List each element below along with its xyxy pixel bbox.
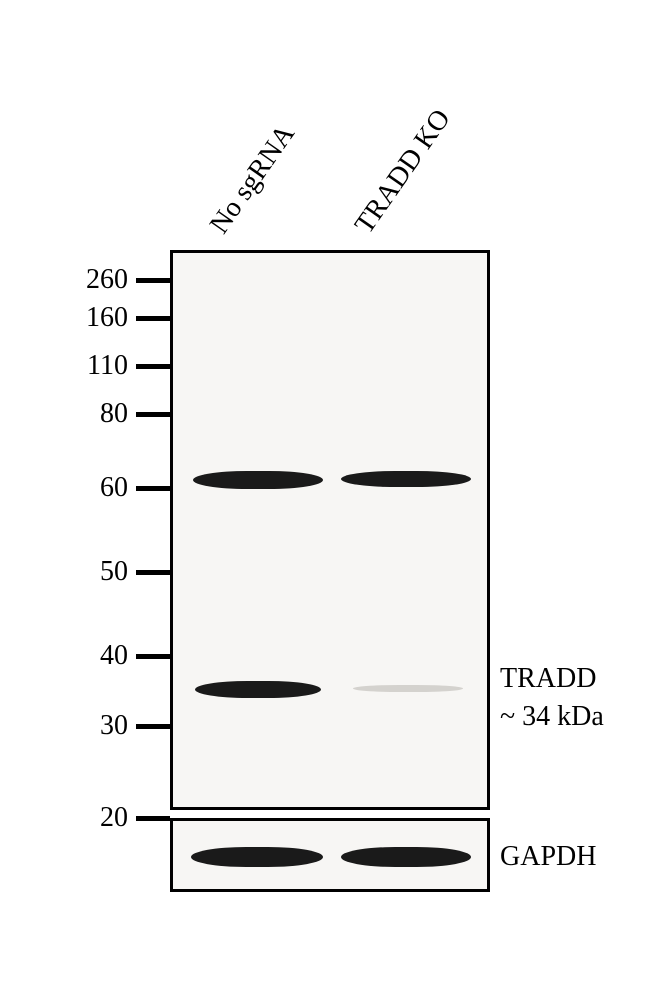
main-blot-panel bbox=[170, 250, 490, 810]
mw-marker-260: 260 bbox=[40, 264, 170, 296]
band-lane2-60kda bbox=[341, 471, 471, 487]
mw-tick-icon bbox=[136, 654, 170, 659]
band-lane1-gapdh bbox=[191, 847, 323, 867]
mw-marker-50: 50 bbox=[40, 556, 170, 588]
mw-tick-icon bbox=[136, 412, 170, 417]
tradd-annotation: TRADD ~ 34 kDa bbox=[500, 660, 604, 736]
band-lane2-tradd-faint bbox=[353, 685, 463, 692]
mw-marker-60: 60 bbox=[40, 472, 170, 504]
mw-marker-80: 80 bbox=[40, 398, 170, 430]
blot-stack bbox=[170, 250, 490, 892]
lane-label-no-sgrna: No sgRNA bbox=[204, 119, 302, 240]
mw-marker-20: 20 bbox=[40, 802, 170, 834]
mw-tick-icon bbox=[136, 816, 170, 821]
gapdh-annotation: GAPDH bbox=[500, 838, 596, 876]
gapdh-blot-panel bbox=[170, 818, 490, 892]
mw-marker-160: 160 bbox=[40, 302, 170, 334]
molecular-weight-ladder: 260 160 110 80 60 50 40 30 20 bbox=[40, 250, 170, 810]
mw-marker-30: 30 bbox=[40, 710, 170, 742]
lane-labels-group: No sgRNA TRADD KO bbox=[170, 60, 490, 250]
mw-marker-110: 110 bbox=[40, 350, 170, 382]
mw-tick-icon bbox=[136, 486, 170, 491]
mw-tick-icon bbox=[136, 724, 170, 729]
western-blot-figure: No sgRNA TRADD KO 260 160 110 80 60 50 4… bbox=[40, 60, 610, 940]
band-lane1-60kda bbox=[193, 471, 323, 489]
mw-tick-icon bbox=[136, 570, 170, 575]
tradd-label: TRADD bbox=[500, 660, 604, 698]
band-lane1-tradd bbox=[195, 681, 321, 698]
mw-tick-icon bbox=[136, 364, 170, 369]
tradd-mw-label: ~ 34 kDa bbox=[500, 698, 604, 736]
mw-tick-icon bbox=[136, 278, 170, 283]
band-lane2-gapdh bbox=[341, 847, 471, 867]
mw-tick-icon bbox=[136, 316, 170, 321]
lane-label-tradd-ko: TRADD KO bbox=[349, 104, 458, 240]
gapdh-label: GAPDH bbox=[500, 838, 596, 876]
mw-marker-40: 40 bbox=[40, 640, 170, 672]
